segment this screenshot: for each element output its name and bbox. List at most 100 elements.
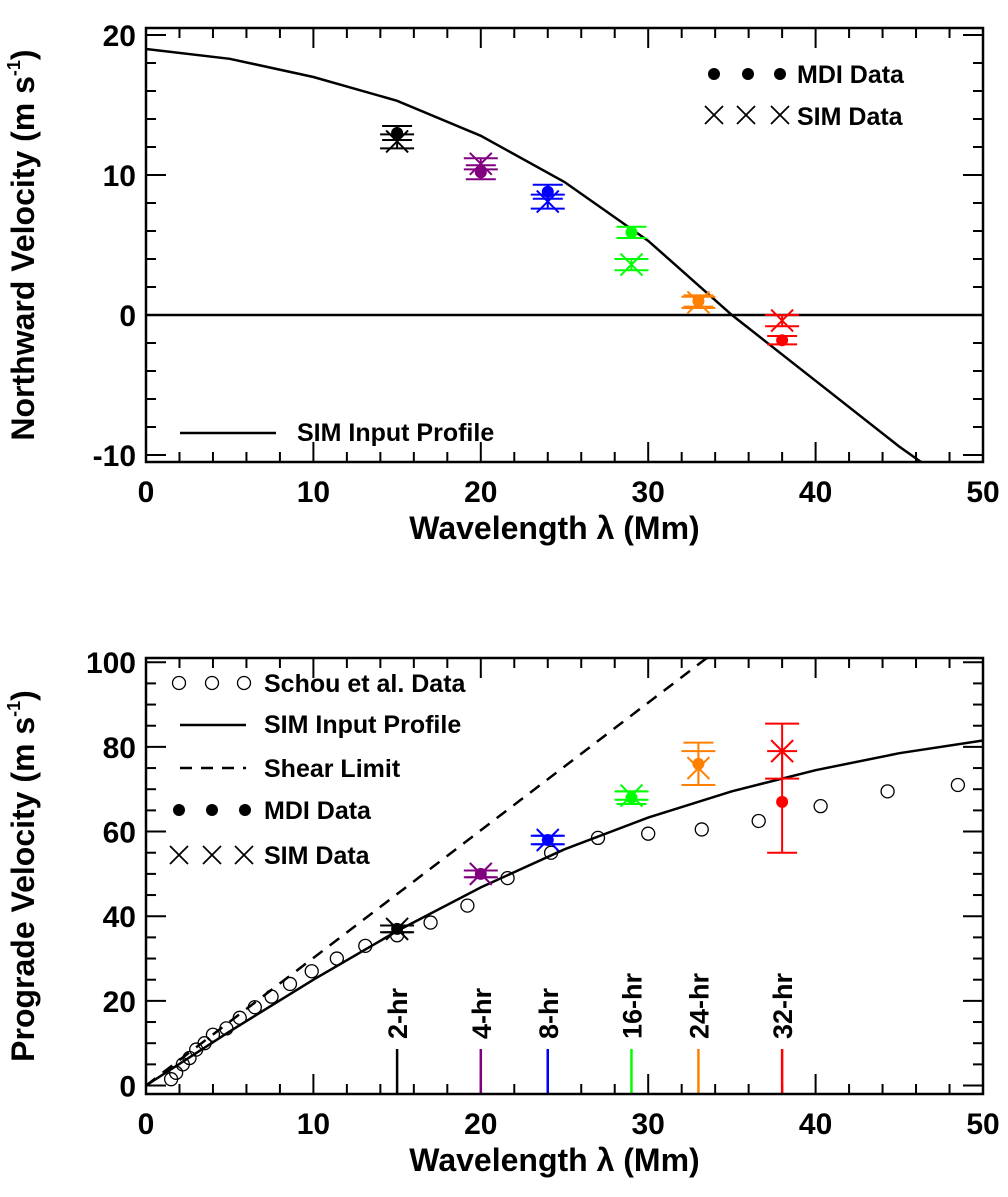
time-marker-label: 8-hr [534, 988, 564, 1040]
legend-schou-label: Schou et al. Data [264, 670, 467, 698]
x-tick-label: 50 [966, 476, 999, 509]
schou-point [500, 870, 515, 886]
x-tick-label: 10 [297, 476, 330, 509]
y-axis-title-sup: -1 [4, 60, 24, 76]
schou-point [329, 951, 344, 966]
sim-point [619, 252, 644, 277]
x-axis-title: Wavelength λ (Mm) [409, 510, 699, 546]
legend-sim-label: SIM Data [797, 103, 904, 131]
legend-sim-symbol [202, 845, 222, 865]
mdi-point [541, 834, 554, 847]
series-sim-input-profile [146, 47, 922, 462]
time-marker-label: 2-hr [383, 988, 413, 1040]
schou-point [813, 799, 828, 814]
mdi-point [776, 795, 789, 808]
schou-point [423, 915, 438, 930]
y-tick-label: 0 [119, 300, 136, 333]
schou-point [264, 989, 279, 1004]
legend-profile-label: SIM Input Profile [264, 711, 461, 739]
mdi-point [391, 127, 404, 139]
schou-point [197, 1036, 212, 1051]
x-tick-label: 20 [464, 476, 497, 509]
y-tick-label: -10 [93, 440, 136, 473]
legend-sim-symbol [169, 845, 189, 865]
y-axis-title-sup: -1 [4, 701, 24, 717]
y-axis-title: Prograde Velocity (m s-1) [4, 690, 41, 1062]
schou-point [880, 784, 895, 799]
legend-sim-label: SIM Data [264, 842, 371, 870]
x-tick-label: 0 [138, 1108, 155, 1141]
panel-2: 0 10 20 30 40 50 0 20 40 60 80 100 Wavelength λ (Mm)… [4, 647, 1000, 1178]
schou-point [751, 813, 766, 829]
mdi-point [692, 757, 705, 770]
legend-mdi-symbol [206, 804, 218, 816]
plot-area [146, 47, 983, 462]
legend-profile-label: SIM Input Profile [297, 419, 494, 447]
x-tick-label: 40 [799, 1108, 832, 1141]
schou-point [694, 822, 709, 837]
legend-sim-symbol [704, 105, 724, 125]
y-axis-title-main: Northward Velocity (m s [5, 76, 41, 441]
schou-point [219, 1021, 234, 1036]
time-marker-label: 24-hr [684, 972, 714, 1039]
schou-point [282, 976, 298, 992]
y-tick-label: 100 [86, 647, 136, 680]
y-tick-label: 0 [119, 1071, 136, 1104]
y-tick-label: 10 [103, 160, 136, 193]
legend-schou-symbol [236, 675, 252, 691]
legend-shear-label: Shear Limit [264, 755, 401, 783]
schou-point [543, 845, 559, 860]
time-marker-label: 4-hr [467, 988, 497, 1040]
time-marker-label: 32-hr [768, 972, 798, 1039]
legend-mdi-symbol [708, 68, 720, 80]
legend-mdi-symbol [173, 804, 185, 816]
x-tick-label: 50 [966, 1108, 999, 1141]
x-tick-label: 30 [632, 476, 665, 509]
mdi-point [474, 867, 487, 880]
y-tick-label: 80 [103, 732, 136, 765]
series-sim-input-profile [146, 739, 983, 1087]
schou-point [460, 898, 475, 913]
mdi-point [391, 922, 404, 935]
x-tick-label: 40 [799, 476, 832, 509]
y-axis-title-close: ) [5, 49, 41, 60]
legend-sim-symbol [234, 845, 254, 865]
plot-frame [144, 656, 985, 1096]
legend-mdi-label: MDI Data [797, 61, 905, 89]
schou-point [304, 964, 319, 979]
mdi-point [776, 334, 789, 347]
legend-mdi-symbol [239, 804, 251, 816]
schou-point [641, 826, 656, 841]
legend-schou-symbol [204, 675, 220, 691]
schou-point [232, 1010, 247, 1025]
schou-point [205, 1027, 221, 1042]
sim-point [385, 129, 409, 154]
axis-ticks [145, 28, 984, 462]
x-tick-label: 20 [464, 1108, 497, 1141]
mdi-point [474, 166, 487, 179]
time-marker-label: 16-hr [617, 972, 647, 1039]
x-tick-label: 0 [138, 476, 155, 509]
y-axis-title: Northward Velocity (m s-1) [4, 49, 41, 440]
x-axis-title: Wavelength λ (Mm) [409, 1142, 699, 1178]
legend-mdi-label: MDI Data [264, 797, 372, 825]
plot-area [146, 658, 983, 1087]
schou-point [358, 938, 373, 953]
x-tick-label: 10 [297, 1108, 330, 1141]
legend-mdi-symbol [774, 68, 786, 80]
plot-frame [144, 26, 985, 464]
mdi-point [625, 226, 638, 239]
legend-schou-symbol [171, 675, 187, 691]
y-tick-label: 20 [103, 20, 136, 53]
mdi-point [692, 295, 705, 307]
legend: Schou et al. Data SIM Input Profile Shear … [169, 670, 467, 870]
x-tick-label: 30 [632, 1108, 665, 1141]
legend-mdi-symbol [742, 68, 754, 80]
y-tick-label: 20 [103, 986, 136, 1019]
y-tick-label: 60 [103, 817, 136, 850]
mdi-point [625, 791, 638, 804]
schou-point [247, 1000, 262, 1015]
mdi-point [541, 185, 554, 198]
